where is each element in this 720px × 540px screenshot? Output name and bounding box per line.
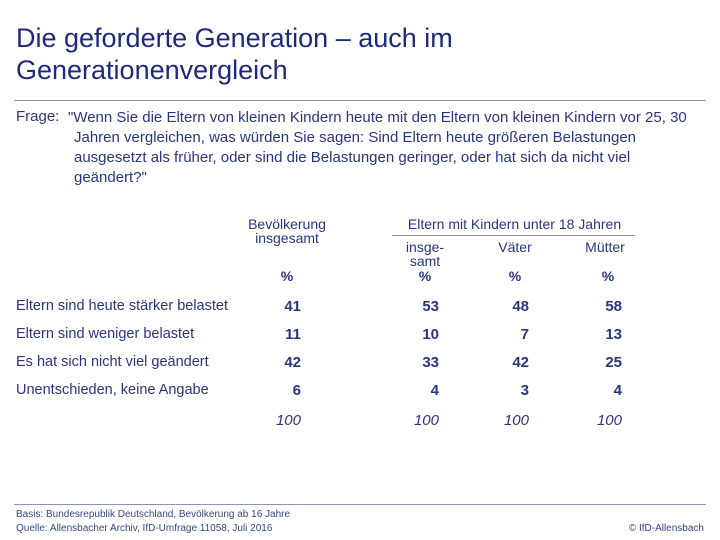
total-value: 100 — [503, 412, 529, 429]
cell-value: 53 — [422, 298, 439, 315]
cell-value: 6 — [292, 382, 301, 399]
column-header: insge- samt — [405, 239, 445, 269]
cell-value: 41 — [284, 298, 301, 315]
cell-value: 11 — [285, 326, 301, 343]
cell-value: 4 — [613, 382, 622, 399]
cell-value: 25 — [605, 354, 622, 371]
question-text: "Wenn Sie die Eltern von kleinen Kindern… — [68, 109, 687, 186]
total-value: 100 — [596, 412, 622, 429]
cell-value: 48 — [512, 298, 529, 315]
group-rule — [392, 235, 635, 236]
cell-value: 10 — [422, 326, 439, 343]
footer-copyright: © IfD-Allensbach — [628, 523, 704, 534]
question-label: Frage: — [16, 108, 60, 125]
row-label: Eltern sind heute stärker belastet — [16, 298, 228, 314]
row-label: Unentschieden, keine Angabe — [16, 382, 209, 398]
column-header: Bevölkerung insgesamt — [248, 216, 326, 246]
cell-value: 4 — [430, 382, 439, 399]
unit-label: % — [280, 268, 294, 284]
title: Die geforderte Generation – auch im Gene… — [16, 23, 453, 85]
row-label: Eltern sind weniger belastet — [16, 326, 195, 342]
cell-value: 42 — [512, 354, 529, 371]
unit-label: % — [601, 268, 615, 284]
cell-value: 3 — [520, 382, 529, 399]
total-value: 100 — [413, 412, 439, 429]
footer-source: Quelle: Allensbacher Archiv, IfD-Umfrage… — [16, 523, 273, 534]
group-header: Eltern mit Kindern unter 18 Jahren — [407, 216, 622, 232]
cell-value: 7 — [520, 326, 529, 343]
cell-value: 58 — [605, 298, 622, 315]
cell-value: 13 — [605, 326, 622, 343]
footer-basis: Basis: Bundesrepublik Deutschland, Bevöl… — [16, 509, 291, 520]
title-rule — [14, 100, 706, 101]
column-header: Väter — [498, 239, 532, 255]
cell-value: 33 — [422, 354, 439, 371]
cell-value: 42 — [284, 354, 301, 371]
total-value: 100 — [275, 412, 301, 429]
unit-label: % — [508, 268, 522, 284]
unit-label: % — [418, 268, 432, 284]
row-label: Es hat sich nicht viel geändert — [16, 354, 209, 370]
footer-rule — [14, 504, 706, 505]
column-header: Mütter — [585, 239, 625, 255]
